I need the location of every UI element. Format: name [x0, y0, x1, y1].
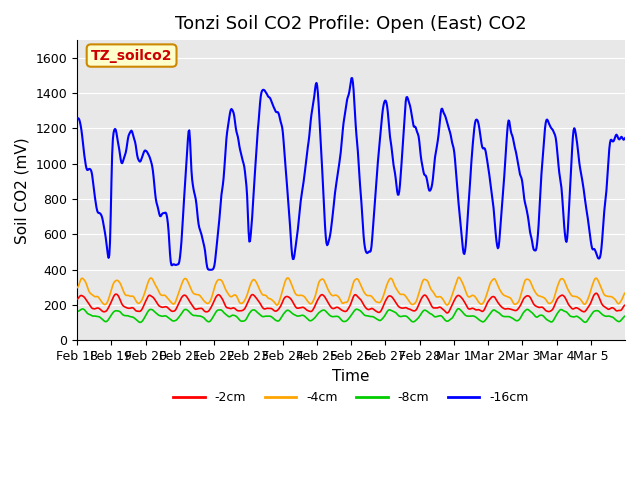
- Title: Tonzi Soil CO2 Profile: Open (East) CO2: Tonzi Soil CO2 Profile: Open (East) CO2: [175, 15, 527, 33]
- Text: TZ_soilco2: TZ_soilco2: [91, 48, 172, 62]
- X-axis label: Time: Time: [332, 369, 370, 384]
- Legend: -2cm, -4cm, -8cm, -16cm: -2cm, -4cm, -8cm, -16cm: [168, 386, 534, 409]
- Y-axis label: Soil CO2 (mV): Soil CO2 (mV): [15, 137, 30, 243]
